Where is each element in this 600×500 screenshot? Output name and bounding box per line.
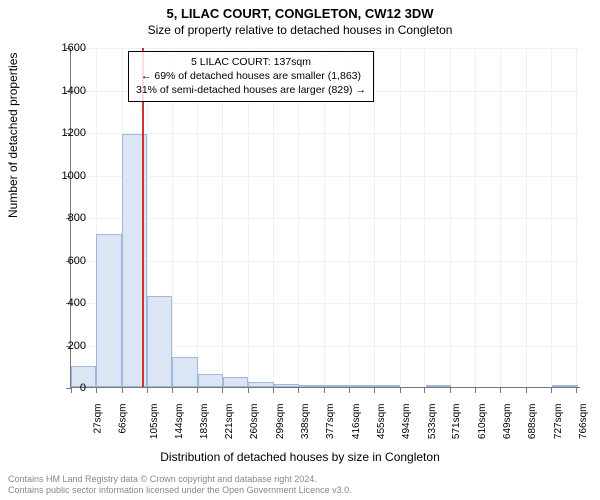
x-tick-mark (147, 388, 148, 393)
gridline-v (374, 48, 375, 387)
histogram-bar (96, 234, 121, 387)
x-axis-label: Distribution of detached houses by size … (0, 450, 600, 464)
x-tick-mark (374, 388, 375, 393)
x-tick-mark (298, 388, 299, 393)
y-tick-label: 600 (46, 255, 86, 267)
y-tick-label: 800 (46, 212, 86, 224)
x-tick-label: 144sqm (174, 404, 185, 440)
footer-line-2: Contains public sector information licen… (8, 485, 592, 496)
x-tick-label: 299sqm (275, 404, 286, 440)
y-tick-label: 1000 (46, 170, 86, 182)
info-line-3: 31% of semi-detached houses are larger (… (136, 83, 366, 97)
x-tick-label: 649sqm (502, 404, 513, 440)
gridline-v (450, 48, 451, 387)
x-tick-label: 183sqm (199, 404, 210, 440)
x-tick-mark (197, 388, 198, 393)
x-tick-label: 260sqm (249, 404, 260, 440)
histogram-bar (426, 385, 451, 387)
gridline-v (424, 48, 425, 387)
x-tick-mark (500, 388, 501, 393)
histogram-bar (248, 382, 273, 387)
x-tick-mark (96, 388, 97, 393)
x-tick-mark (248, 388, 249, 393)
chart-area: 5 LILAC COURT: 137sqm ← 69% of detached … (70, 48, 580, 388)
chart-container: 5, LILAC COURT, CONGLETON, CW12 3DW Size… (0, 0, 600, 500)
y-tick-label: 1200 (46, 127, 86, 139)
x-tick-mark (424, 388, 425, 393)
x-tick-label: 571sqm (452, 404, 463, 440)
x-tick-mark (450, 388, 451, 393)
x-tick-mark (172, 388, 173, 393)
gridline-v (551, 48, 552, 387)
x-tick-label: 338sqm (300, 404, 311, 440)
gridline-v (576, 48, 577, 387)
x-tick-mark (475, 388, 476, 393)
x-tick-mark (122, 388, 123, 393)
info-line-1: 5 LILAC COURT: 137sqm (136, 55, 366, 69)
y-tick-label: 400 (46, 297, 86, 309)
chart-title-main: 5, LILAC COURT, CONGLETON, CW12 3DW (0, 0, 600, 21)
x-tick-label: 221sqm (224, 404, 235, 440)
x-tick-label: 66sqm (118, 404, 129, 434)
x-tick-mark (576, 388, 577, 393)
footer-attribution: Contains HM Land Registry data © Crown c… (8, 474, 592, 497)
x-tick-label: 27sqm (93, 404, 104, 434)
gridline-v (400, 48, 401, 387)
x-tick-mark (551, 388, 552, 393)
x-tick-label: 610sqm (477, 404, 488, 440)
histogram-bar (147, 296, 172, 387)
histogram-bar (350, 385, 375, 387)
chart-title-sub: Size of property relative to detached ho… (0, 21, 600, 37)
x-tick-mark (400, 388, 401, 393)
x-tick-label: 377sqm (325, 404, 336, 440)
x-tick-mark (273, 388, 274, 393)
x-tick-label: 727sqm (553, 404, 564, 440)
y-axis-label: Number of detached properties (6, 53, 20, 218)
y-tick-label: 200 (46, 340, 86, 352)
y-tick-label: 1600 (46, 42, 86, 54)
histogram-bar (375, 385, 400, 387)
x-tick-label: 455sqm (376, 404, 387, 440)
x-tick-mark (526, 388, 527, 393)
histogram-bar (172, 357, 197, 387)
x-tick-label: 105sqm (149, 404, 160, 440)
x-tick-label: 494sqm (401, 404, 412, 440)
x-tick-label: 766sqm (578, 404, 589, 440)
histogram-bar (223, 377, 248, 387)
histogram-bar (324, 385, 349, 387)
x-tick-label: 688sqm (528, 404, 539, 440)
x-tick-mark (349, 388, 350, 393)
x-tick-label: 533sqm (427, 404, 438, 440)
gridline-v (500, 48, 501, 387)
histogram-bar (274, 384, 299, 387)
footer-line-1: Contains HM Land Registry data © Crown c… (8, 474, 592, 485)
y-tick-label: 1400 (46, 85, 86, 97)
histogram-bar (299, 385, 324, 387)
x-tick-mark (222, 388, 223, 393)
marker-info-box: 5 LILAC COURT: 137sqm ← 69% of detached … (128, 51, 374, 102)
histogram-bar (552, 385, 577, 387)
x-tick-mark (324, 388, 325, 393)
gridline-v (475, 48, 476, 387)
x-tick-label: 416sqm (351, 404, 362, 440)
histogram-bar (198, 374, 223, 387)
info-line-2: ← 69% of detached houses are smaller (1,… (136, 69, 366, 83)
y-tick-label: 0 (46, 382, 86, 394)
gridline-v (526, 48, 527, 387)
